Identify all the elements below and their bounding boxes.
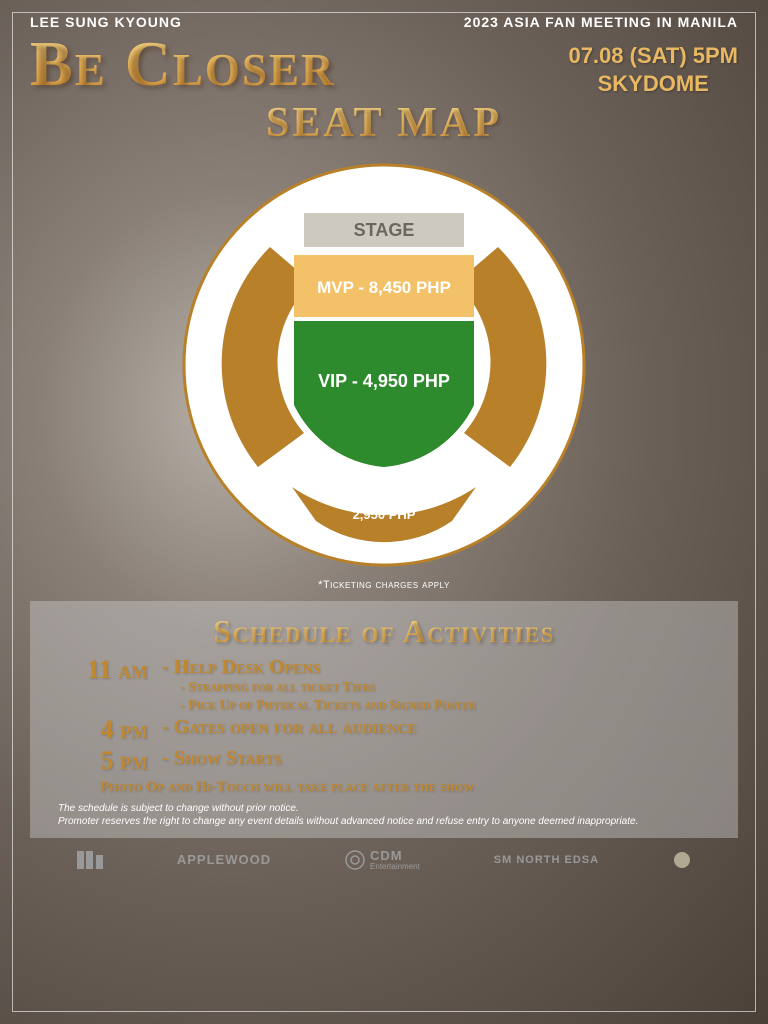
biblee-label: Biblee Zone bbox=[351, 491, 418, 506]
vip-label: VIP - 4,950 PHP bbox=[318, 371, 450, 391]
stage-label: STAGE bbox=[354, 220, 415, 240]
seatmap-diagram: STAGE MVP - 8,450 PHP VIP - 4,950 PHP Bi… bbox=[174, 155, 594, 575]
mvp-label: MVP - 8,450 PHP bbox=[317, 278, 451, 297]
biblee-price: 2,950 PHP bbox=[353, 507, 416, 522]
